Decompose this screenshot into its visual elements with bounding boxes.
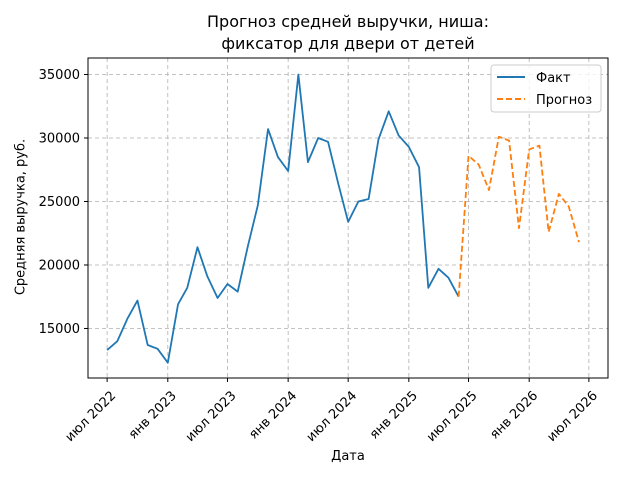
data-point-fact	[237, 290, 239, 292]
data-point-fact	[447, 276, 449, 278]
chart-title-line-1: Прогноз средней выручки, ниша:	[207, 12, 489, 31]
x-tick-label: июл 2022	[63, 388, 120, 445]
series-lines	[106, 73, 580, 364]
data-point-fact	[277, 156, 279, 158]
data-point-fact	[156, 348, 158, 350]
data-point-forecast	[578, 241, 580, 243]
data-point-fact	[408, 146, 410, 148]
data-point-forecast	[498, 136, 500, 138]
legend: Факт Прогноз	[490, 64, 602, 113]
data-point-fact	[216, 297, 218, 299]
data-point-fact	[177, 303, 179, 305]
x-tick-label: июл 2025	[424, 388, 481, 445]
data-point-fact	[167, 362, 169, 364]
series-line-fact	[106, 73, 460, 364]
data-point-forecast	[538, 144, 540, 146]
x-tick-label: июл 2023	[183, 388, 240, 445]
x-tick-label: июл 2024	[304, 388, 361, 445]
y-tick-label: 15000	[39, 322, 80, 337]
data-point-forecast	[528, 148, 530, 150]
data-point-fact	[297, 73, 299, 75]
y-tick-label: 35000	[39, 68, 80, 83]
data-point-fact	[327, 141, 329, 143]
data-point-fact	[257, 204, 259, 206]
data-point-fact	[186, 287, 188, 289]
data-point-forecast	[518, 227, 520, 229]
data-point-fact	[337, 183, 339, 185]
data-point-fact	[267, 128, 269, 130]
x-tick-label: янв 2023	[126, 388, 180, 442]
y-axis-label: Средняя выручка, руб.	[13, 138, 29, 296]
y-tick-label: 20000	[39, 258, 80, 273]
data-point-fact	[377, 138, 379, 140]
data-point-fact	[317, 137, 319, 139]
series-line-forecast	[457, 135, 580, 297]
x-axis-label: Дата	[331, 449, 365, 464]
data-point-fact	[427, 287, 429, 289]
data-point-fact	[307, 161, 309, 163]
data-point-fact	[206, 275, 208, 277]
data-point-forecast	[478, 163, 480, 165]
y-tick-label: 30000	[39, 132, 80, 147]
legend-label-fact: Факт	[536, 71, 571, 86]
data-point-fact	[136, 299, 138, 301]
data-point-fact	[287, 170, 289, 172]
data-point-fact	[437, 268, 439, 270]
axis-ticks: июл 2022 янв 2023 июл 2023 янв 2024 июл 2024…	[39, 68, 601, 445]
data-point-forecast	[508, 139, 510, 141]
data-point-fact	[367, 198, 369, 200]
data-point-forecast	[488, 189, 490, 191]
x-tick-label: янв 2026	[487, 388, 541, 442]
data-point-fact	[357, 200, 359, 202]
data-point-forecast	[558, 193, 560, 195]
data-point-forecast	[467, 155, 469, 157]
legend-label-forecast: Прогноз	[536, 93, 592, 108]
data-point-fact	[226, 283, 228, 285]
x-tick-label: янв 2024	[246, 388, 300, 442]
data-point-forecast	[547, 231, 549, 233]
data-point-fact	[397, 134, 399, 136]
data-point-forecast	[568, 205, 570, 207]
data-point-fact	[196, 246, 198, 248]
data-point-fact	[418, 166, 420, 168]
data-point-fact	[347, 221, 349, 223]
chart-title-line-2: фиксатор для двери от детей	[221, 34, 475, 53]
data-point-fact	[247, 245, 249, 247]
data-point-fact	[126, 317, 128, 319]
data-point-fact	[106, 349, 108, 351]
data-point-forecast	[457, 296, 459, 298]
data-point-fact	[146, 344, 148, 346]
data-point-fact	[388, 110, 390, 112]
data-point-fact	[116, 340, 118, 342]
y-tick-label: 25000	[39, 195, 80, 210]
x-tick-label: июл 2026	[544, 388, 601, 445]
x-tick-label: янв 2025	[367, 388, 421, 442]
